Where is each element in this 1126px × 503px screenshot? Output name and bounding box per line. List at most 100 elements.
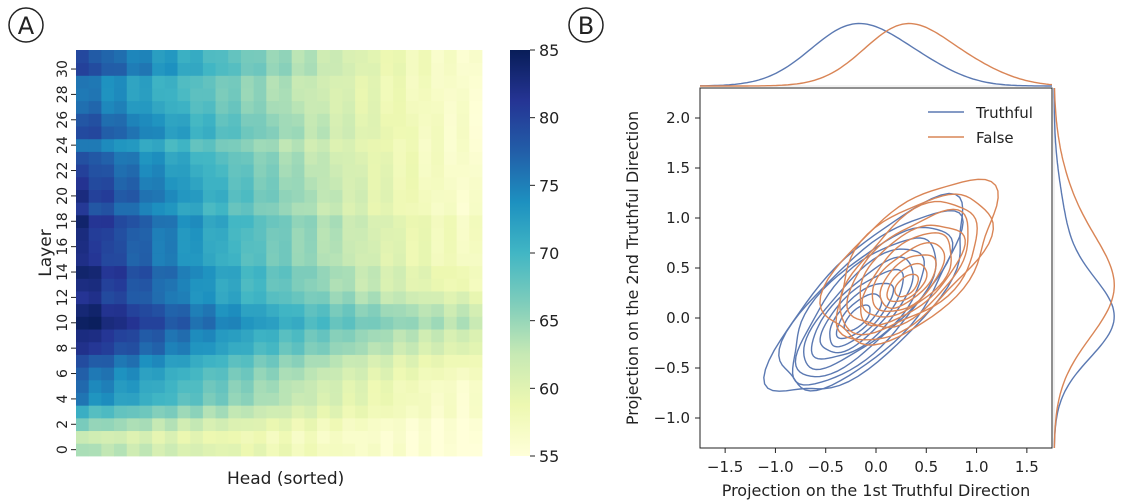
- heatmap-cell: [355, 240, 369, 254]
- heatmap-cell: [342, 354, 356, 368]
- heatmap-cell: [190, 88, 204, 102]
- heatmap-cell: [456, 126, 470, 140]
- heatmap-cell: [431, 138, 445, 152]
- heatmap-cell: [190, 126, 204, 140]
- heatmap-cell: [456, 367, 470, 381]
- heatmap-cell: [177, 100, 191, 114]
- heatmap-cell: [88, 214, 102, 229]
- heatmap-cell: [304, 164, 318, 178]
- heatmap-cell: [202, 189, 216, 203]
- heatmap-cell: [469, 443, 483, 457]
- contour-x-tick-label: 1.0: [965, 458, 989, 476]
- heatmap-cell: [139, 379, 153, 393]
- heatmap-cell: [152, 214, 166, 229]
- heatmap-cell: [317, 50, 331, 64]
- heatmap-cell: [329, 113, 343, 127]
- heatmap-cell: [139, 367, 153, 381]
- heatmap-cell: [431, 354, 445, 368]
- heatmap-cell: [215, 253, 229, 267]
- heatmap-cell: [367, 176, 381, 190]
- heatmap-cell: [76, 443, 90, 457]
- heatmap-cell: [215, 227, 229, 241]
- heatmap-cell: [177, 417, 191, 432]
- heatmap-cell: [469, 405, 483, 419]
- heatmap-cell: [228, 227, 242, 241]
- heatmap-cell: [152, 253, 166, 267]
- heatmap-cell: [380, 303, 394, 317]
- heatmap-cell: [88, 176, 102, 190]
- heatmap-cell: [126, 189, 140, 203]
- heatmap-cell: [291, 443, 305, 457]
- heatmap-cell: [456, 417, 470, 432]
- heatmap-cell: [240, 303, 255, 317]
- heatmap-cell: [393, 379, 407, 393]
- heatmap-cell: [469, 126, 483, 140]
- heatmap-cell: [380, 443, 394, 457]
- heatmap-cell: [367, 214, 381, 229]
- heatmap-cell: [355, 62, 369, 76]
- heatmap-cell: [443, 189, 458, 203]
- heatmap-cell: [215, 113, 229, 127]
- heatmap-cell: [393, 202, 407, 216]
- colorbar-tick-label: 75: [539, 176, 559, 195]
- contour-plot: [763, 178, 999, 392]
- heatmap-cell: [405, 341, 419, 355]
- legend-label-truthful: Truthful: [975, 104, 1033, 122]
- heatmap-cell: [266, 113, 280, 127]
- heatmap-cell: [152, 379, 166, 393]
- heatmap-cell: [456, 354, 470, 368]
- heatmap-cell: [291, 138, 305, 152]
- heatmap-cell: [240, 176, 255, 190]
- heatmap-cell: [304, 329, 318, 343]
- heatmap-cell: [329, 253, 343, 267]
- heatmap-cell: [431, 214, 445, 229]
- heatmap-cell: [456, 291, 470, 305]
- heatmap-cell: [266, 138, 280, 152]
- heatmap-cell: [317, 430, 331, 444]
- heatmap-cell: [76, 240, 90, 254]
- heatmap-cell: [342, 417, 356, 432]
- heatmap-cell: [304, 62, 318, 76]
- heatmap-cell: [443, 253, 458, 267]
- heatmap-cell: [253, 278, 267, 292]
- heatmap-cell: [152, 329, 166, 343]
- heatmap-cell: [190, 176, 204, 190]
- heatmap-cell: [304, 430, 318, 444]
- heatmap-cell: [101, 253, 115, 267]
- heatmap-cell: [469, 202, 483, 216]
- heatmap-cell: [405, 265, 419, 279]
- heatmap-cell: [177, 88, 191, 102]
- heatmap-cell: [101, 303, 115, 317]
- heatmap-cell: [139, 443, 153, 457]
- heatmap-cell: [317, 151, 331, 165]
- heatmap-cell: [88, 113, 102, 127]
- heatmap-cell: [190, 265, 204, 279]
- heatmap-cell: [76, 100, 90, 114]
- heatmap-cell: [164, 392, 178, 406]
- heatmap-cell: [279, 253, 293, 267]
- heatmap-cell: [317, 62, 331, 76]
- heatmap-cell: [88, 138, 102, 152]
- heatmap-cell: [380, 367, 394, 381]
- heatmap-cell: [152, 417, 166, 432]
- heatmap-cell: [355, 88, 369, 102]
- heatmap-cell: [76, 189, 90, 203]
- heatmap-cell: [215, 316, 229, 330]
- heatmap-y-tick-label: 4: [55, 394, 71, 403]
- heatmap-cell: [253, 151, 267, 165]
- heatmap-cell: [253, 291, 267, 305]
- heatmap-cell: [279, 430, 293, 444]
- heatmap-cell: [431, 50, 445, 64]
- heatmap-cell: [380, 227, 394, 241]
- heatmap-cell: [317, 189, 331, 203]
- heatmap-cell: [317, 176, 331, 190]
- contour-false: [846, 208, 969, 329]
- heatmap-cell: [443, 329, 458, 343]
- heatmap-cell: [76, 138, 90, 152]
- heatmap-cell: [152, 100, 166, 114]
- heatmap-cell: [469, 176, 483, 190]
- heatmap-cell: [279, 176, 293, 190]
- heatmap-cell: [304, 176, 318, 190]
- heatmap-cell: [88, 303, 102, 317]
